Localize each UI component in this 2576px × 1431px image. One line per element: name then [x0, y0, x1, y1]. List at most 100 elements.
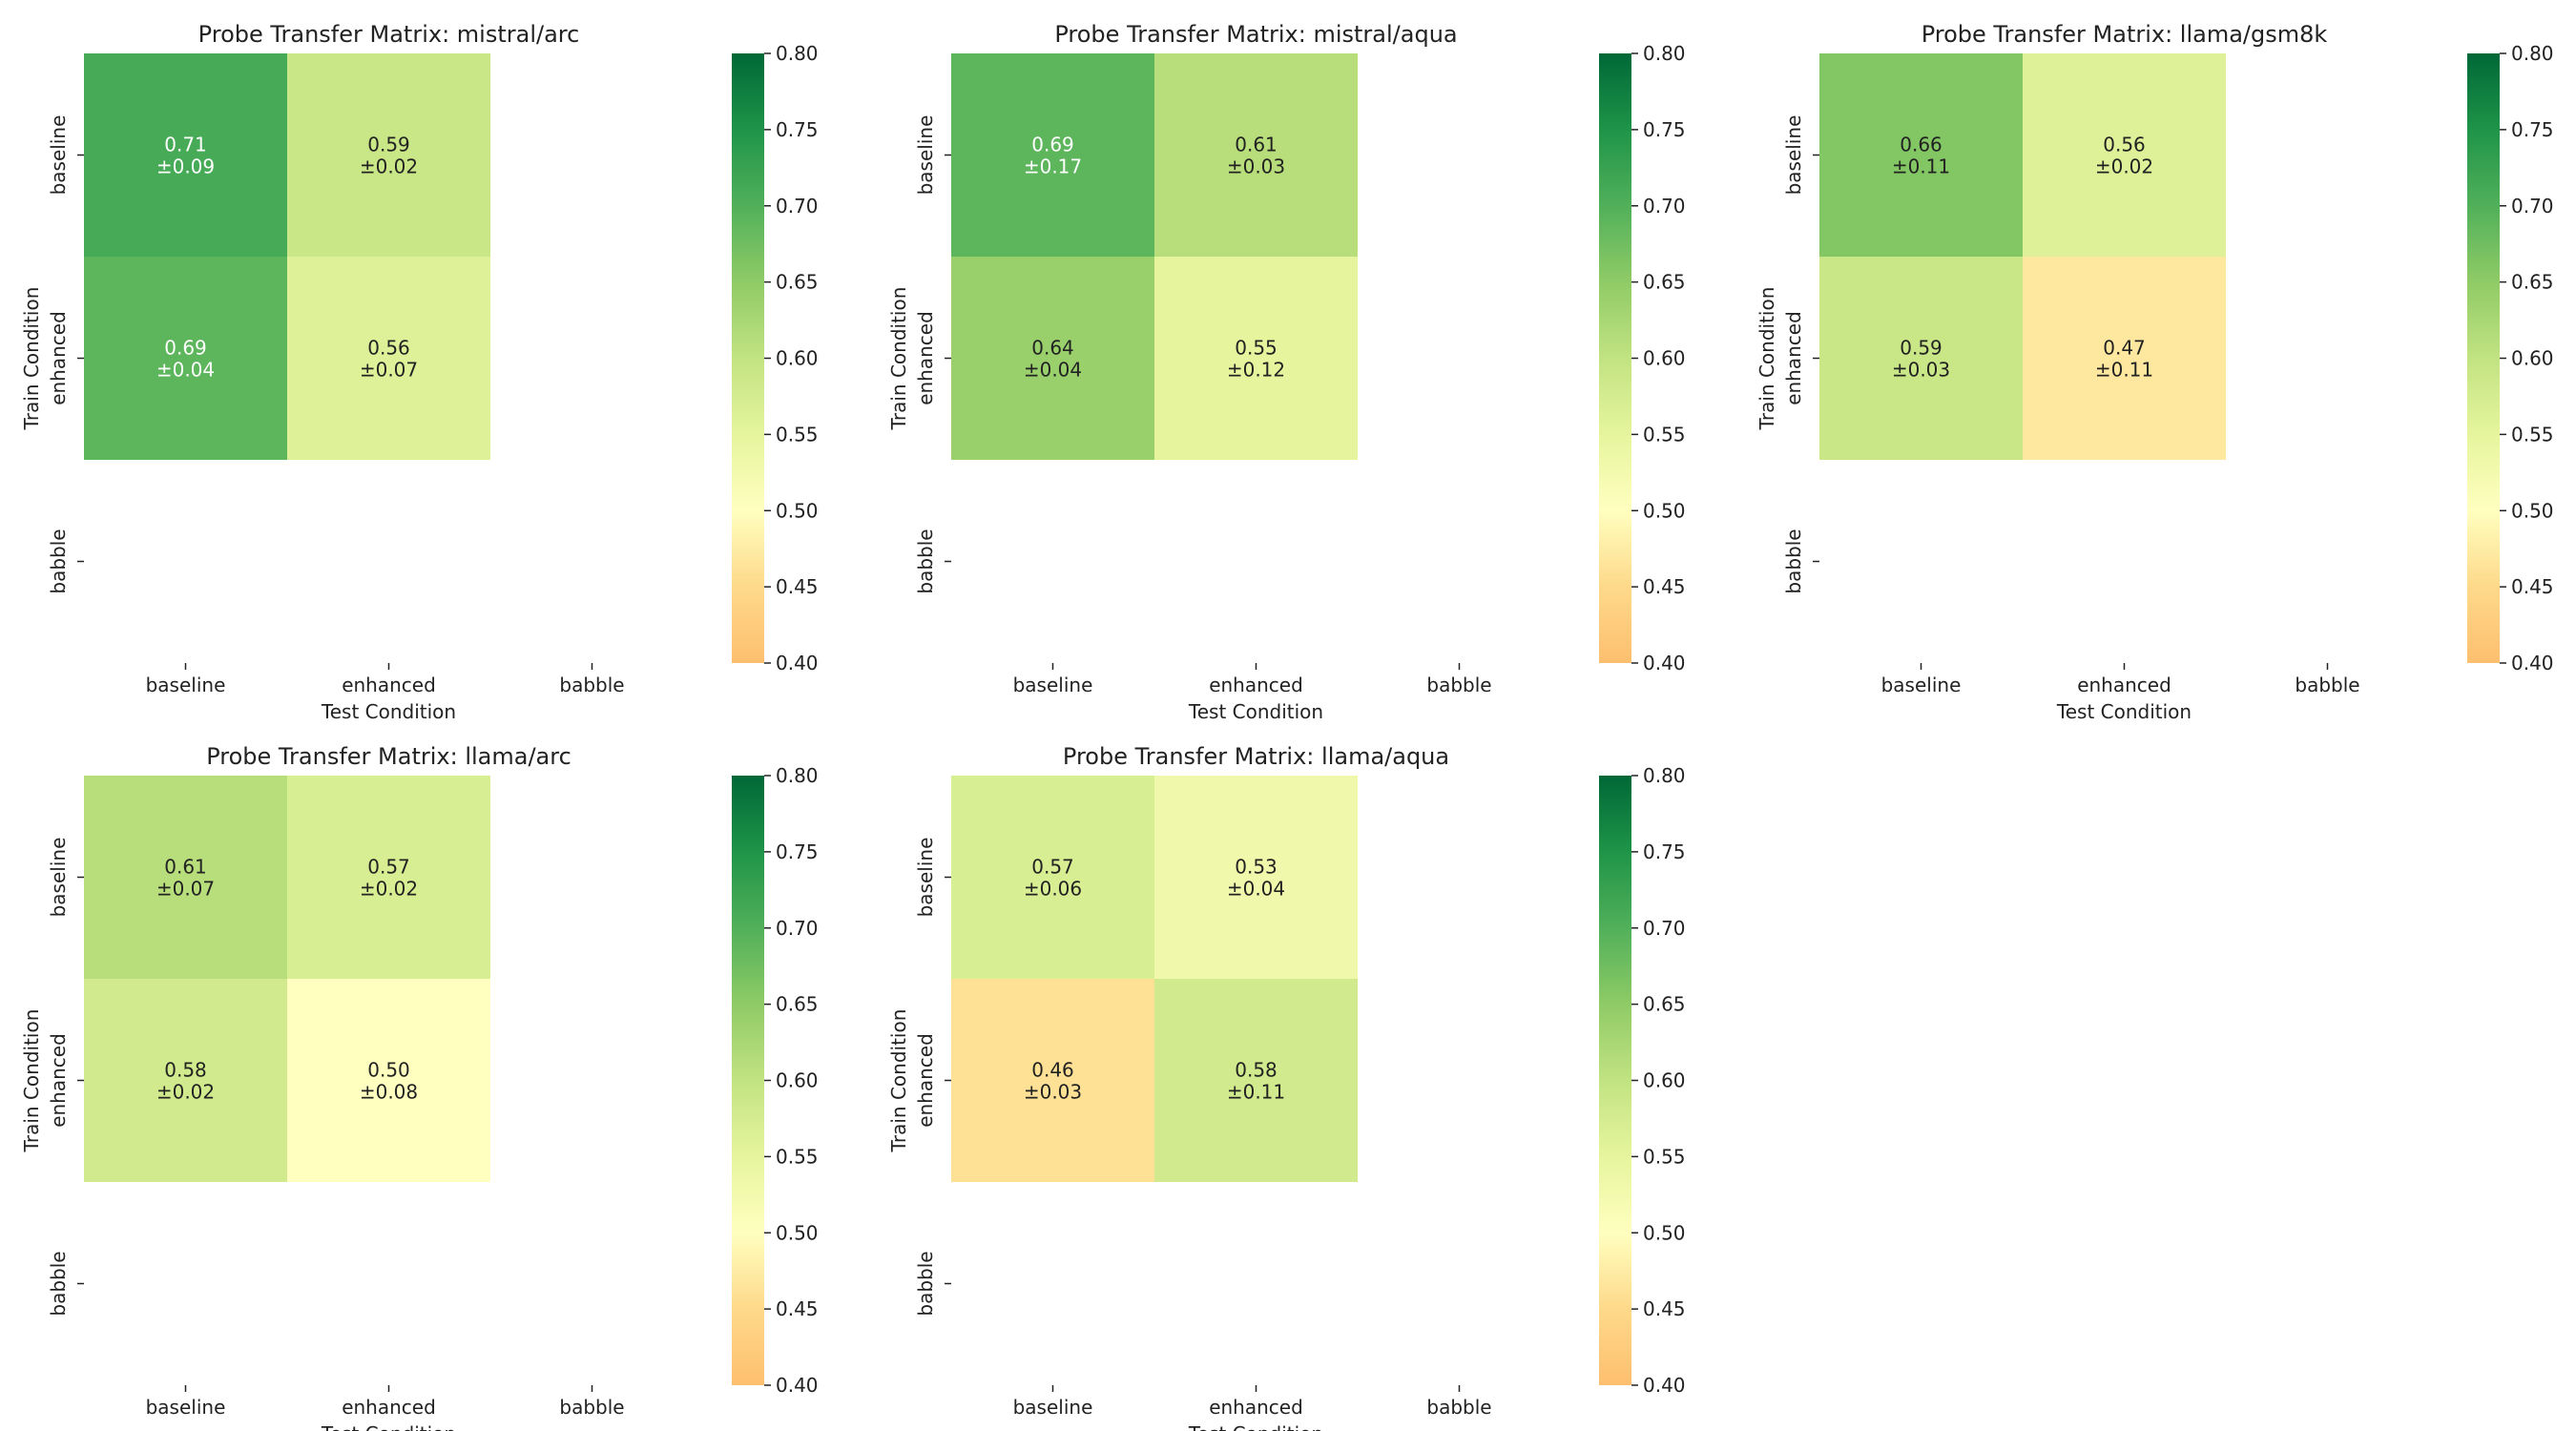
x-tick-label: babble	[1426, 674, 1491, 696]
y-tick-label: babble	[1782, 529, 1805, 593]
colorbar-tick-label: 0.65	[1643, 993, 1686, 1016]
x-tick-label: babble	[2295, 674, 2359, 696]
chart-title: Probe Transfer Matrix: mistral/aqua	[1054, 21, 1457, 48]
colorbar-tick-label: 0.55	[1643, 1145, 1686, 1168]
cell-label: 0.61 ±0.07	[156, 856, 215, 901]
y-axis-label: Train Condition	[20, 1009, 43, 1153]
y-tick-label: baseline	[47, 838, 70, 918]
x-tick-label: enhanced	[342, 1396, 436, 1419]
colorbar-tick-label: 0.75	[1643, 118, 1686, 141]
cell-label: 0.64 ±0.04	[1024, 337, 1082, 382]
chart-title: Probe Transfer Matrix: llama/gsm8k	[1922, 21, 2328, 48]
x-axis-label: Test Condition	[2056, 700, 2192, 723]
colorbar	[1599, 53, 1631, 663]
heatmap-panel: Probe Transfer Matrix: mistral/arc 0.71 ±0…	[20, 21, 819, 723]
colorbar-tick-label: 0.45	[2511, 575, 2554, 598]
heatmap-cell	[951, 979, 1154, 1182]
y-axis-label: Train Condition	[887, 1009, 910, 1153]
heatmap-panel: Probe Transfer Matrix: llama/arc 0.61 ±0.0…	[20, 743, 819, 1431]
colorbar	[732, 53, 764, 663]
heatmap-panel: Probe Transfer Matrix: mistral/aqua 0.69 ±…	[887, 21, 1686, 723]
y-tick-label: enhanced	[914, 311, 937, 405]
cell-label: 0.66 ±0.11	[1892, 134, 1950, 178]
heatmap-cell	[1154, 979, 1358, 1182]
y-axis-label: Train Condition	[887, 287, 910, 431]
heatmap-cell	[287, 257, 490, 460]
heatmap-panel: Probe Transfer Matrix: llama/gsm8k 0.66 ±0…	[1755, 21, 2554, 723]
colorbar-tick-label: 0.75	[1643, 840, 1686, 863]
colorbar-tick-label: 0.60	[2511, 347, 2554, 370]
y-tick-label: baseline	[914, 115, 937, 196]
cell-label: 0.55 ±0.12	[1227, 337, 1285, 382]
colorbar-tick-label: 0.40	[776, 652, 819, 674]
colorbar-tick-label: 0.60	[776, 347, 819, 370]
chart-title: Probe Transfer Matrix: mistral/arc	[198, 21, 580, 48]
colorbar-tick-label: 0.80	[776, 42, 819, 65]
cell-label: 0.69 ±0.17	[1024, 134, 1082, 178]
heatmap-cell	[287, 979, 490, 1182]
colorbar	[1599, 776, 1631, 1385]
heatmap-cell	[1154, 776, 1358, 979]
colorbar-tick-label: 0.80	[776, 764, 819, 787]
y-axis-label: Train Condition	[20, 287, 43, 431]
heatmap-cell	[1819, 53, 2023, 257]
y-tick-label: baseline	[47, 115, 70, 196]
x-axis-label: Test Condition	[321, 1422, 456, 1431]
colorbar-tick-label: 0.50	[776, 499, 819, 522]
colorbar-tick-label: 0.70	[1643, 195, 1686, 218]
heatmap-cell	[84, 979, 287, 1182]
colorbar-tick-label: 0.50	[2511, 499, 2554, 522]
colorbar-tick-label: 0.65	[776, 993, 819, 1016]
x-tick-label: baseline	[1013, 674, 1093, 696]
heatmap-cell	[84, 776, 287, 979]
colorbar-tick-label: 0.65	[2511, 271, 2554, 294]
y-tick-label: enhanced	[47, 311, 70, 405]
x-tick-label: babble	[1426, 1396, 1491, 1419]
y-tick-label: enhanced	[914, 1033, 937, 1128]
y-tick-label: baseline	[1782, 115, 1805, 196]
colorbar-tick-label: 0.55	[776, 1145, 819, 1168]
heatmap-cell	[951, 53, 1154, 257]
colorbar-tick-label: 0.60	[1643, 1069, 1686, 1092]
colorbar-tick-label: 0.40	[1643, 652, 1686, 674]
heatmap-cell	[287, 776, 490, 979]
colorbar-tick-label: 0.65	[1643, 271, 1686, 294]
colorbar-tick-label: 0.80	[2511, 42, 2554, 65]
colorbar-tick-label: 0.80	[1643, 42, 1686, 65]
y-tick-label: enhanced	[47, 1033, 70, 1128]
colorbar-tick-label: 0.70	[776, 917, 819, 940]
colorbar	[2467, 53, 2500, 663]
colorbar-tick-label: 0.60	[776, 1069, 819, 1092]
cell-label: 0.59 ±0.02	[360, 134, 418, 178]
x-tick-label: enhanced	[1209, 674, 1303, 696]
x-tick-label: baseline	[1881, 674, 1962, 696]
y-tick-label: babble	[914, 529, 937, 593]
y-axis-label: Train Condition	[1755, 287, 1778, 431]
colorbar-tick-label: 0.55	[2511, 423, 2554, 446]
x-tick-label: babble	[559, 1396, 624, 1419]
y-tick-label: babble	[47, 1251, 70, 1316]
heatmap-cell	[1154, 257, 1358, 460]
heatmap-cell	[1154, 53, 1358, 257]
colorbar-tick-label: 0.50	[1643, 1221, 1686, 1244]
colorbar-tick-label: 0.75	[776, 840, 819, 863]
colorbar-tick-label: 0.40	[1643, 1374, 1686, 1397]
heatmap-cell	[287, 53, 490, 257]
y-tick-label: enhanced	[1782, 311, 1805, 405]
x-tick-label: baseline	[146, 1396, 226, 1419]
colorbar-tick-label: 0.75	[776, 118, 819, 141]
cell-label: 0.69 ±0.04	[156, 337, 215, 382]
colorbar	[732, 776, 764, 1385]
cell-label: 0.57 ±0.06	[1024, 856, 1082, 901]
colorbar-tick-label: 0.75	[2511, 118, 2554, 141]
cell-label: 0.59 ±0.03	[1892, 337, 1950, 382]
heatmap-cell	[84, 53, 287, 257]
colorbar-tick-label: 0.45	[1643, 1297, 1686, 1320]
cell-label: 0.50 ±0.08	[360, 1059, 418, 1104]
colorbar-tick-label: 0.40	[2511, 652, 2554, 674]
colorbar-tick-label: 0.55	[1643, 423, 1686, 446]
x-axis-label: Test Condition	[1188, 700, 1323, 723]
colorbar-tick-label: 0.40	[776, 1374, 819, 1397]
x-tick-label: enhanced	[2077, 674, 2171, 696]
